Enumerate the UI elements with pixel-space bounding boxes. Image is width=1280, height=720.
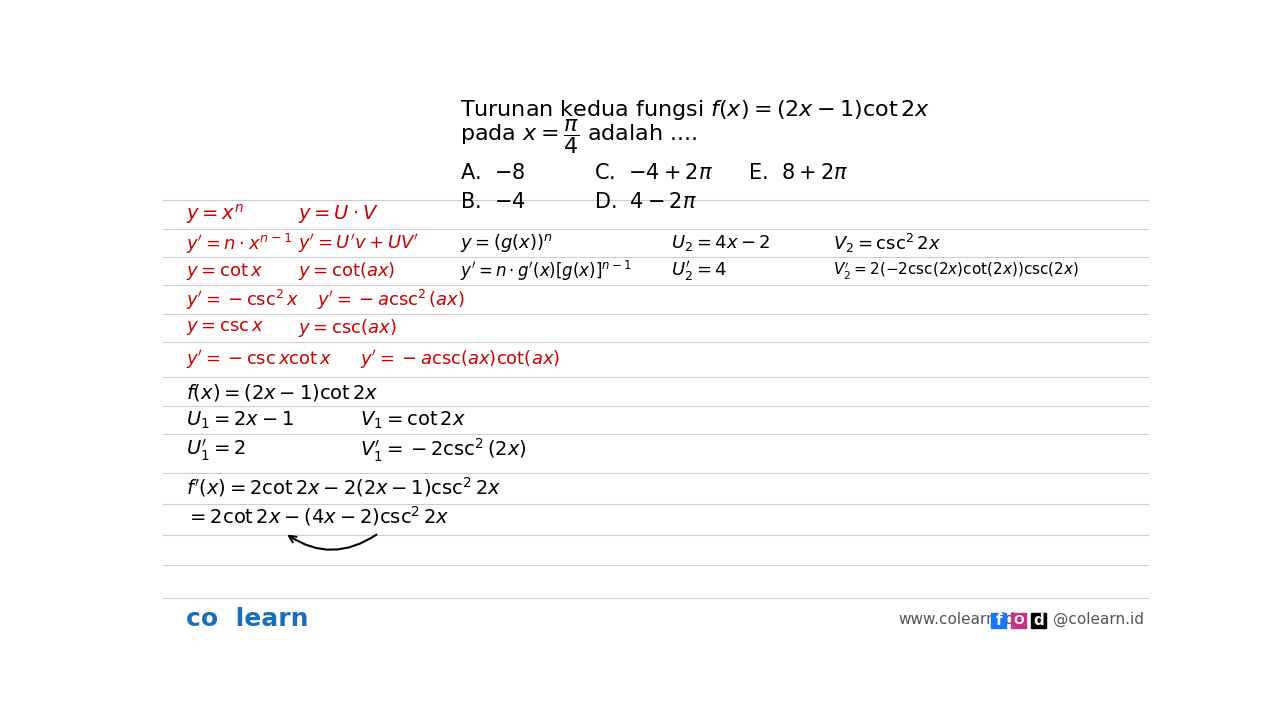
Text: B.  $-4$: B. $-4$ — [460, 192, 526, 212]
Text: $V_1 = \cot 2x$: $V_1 = \cot 2x$ — [360, 410, 466, 431]
Text: f: f — [996, 613, 1002, 629]
Text: co  learn: co learn — [187, 607, 308, 631]
Text: $V_1' = -2\csc^2(2x)$: $V_1' = -2\csc^2(2x)$ — [360, 436, 526, 464]
Text: Turunan kedua fungsi $f(x) = (2x-1)\cot 2x$: Turunan kedua fungsi $f(x) = (2x-1)\cot … — [460, 97, 929, 122]
Text: pada $x = \dfrac{\pi}{4}$ adalah ....: pada $x = \dfrac{\pi}{4}$ adalah .... — [460, 117, 696, 156]
Text: D.  $4 - 2\pi$: D. $4 - 2\pi$ — [594, 192, 698, 212]
Text: $U_2 = 4x - 2$: $U_2 = 4x - 2$ — [672, 233, 771, 253]
Text: $U_1' = 2$: $U_1' = 2$ — [187, 437, 246, 462]
Text: $y' = -\csc x \cot x$: $y' = -\csc x \cot x$ — [187, 348, 333, 372]
Text: $= 2\cot 2x - (4x-2)\csc^2 2x$: $= 2\cot 2x - (4x-2)\csc^2 2x$ — [187, 504, 449, 528]
Text: $y = (g(x))^n$: $y = (g(x))^n$ — [460, 233, 553, 254]
Text: $U_1 = 2x - 1$: $U_1 = 2x - 1$ — [187, 410, 294, 431]
Text: www.colearn.id: www.colearn.id — [899, 612, 1015, 626]
Text: $f'(x) = 2\cot 2x - 2(2x-1)\csc^2 2x$: $f'(x) = 2\cot 2x - 2(2x-1)\csc^2 2x$ — [187, 475, 502, 499]
Text: $y = \csc x$: $y = \csc x$ — [187, 319, 265, 337]
Text: $V_2' = 2(-2\csc(2x)\cot(2x))\csc(2x)$: $V_2' = 2(-2\csc(2x)\cot(2x))\csc(2x)$ — [833, 261, 1079, 282]
Text: @colearn.id: @colearn.id — [1052, 611, 1143, 627]
Text: $y' = U'v + UV'$: $y' = U'v + UV'$ — [298, 232, 419, 255]
Text: $y = x^n$: $y = x^n$ — [187, 202, 244, 226]
FancyArrowPatch shape — [289, 534, 376, 550]
Text: $y = U \cdot V$: $y = U \cdot V$ — [298, 203, 379, 225]
Text: $y' = n \cdot g'(x)[g(x)]^{n-1}$: $y' = n \cdot g'(x)[g(x)]^{n-1}$ — [460, 259, 631, 283]
Bar — [1011, 613, 1027, 629]
Bar — [991, 613, 1006, 629]
Text: $y = \csc(ax)$: $y = \csc(ax)$ — [298, 318, 397, 339]
Text: $f(x) = (2x-1)\cot 2x$: $f(x) = (2x-1)\cot 2x$ — [187, 382, 379, 402]
Text: E.  $8 + 2\pi$: E. $8 + 2\pi$ — [749, 163, 849, 183]
Text: C.  $-4 + 2\pi$: C. $-4 + 2\pi$ — [594, 163, 713, 183]
Bar — [1030, 613, 1046, 629]
Text: A.  $-8$: A. $-8$ — [460, 163, 525, 183]
Text: O: O — [1014, 614, 1024, 627]
Text: $y' = n \cdot x^{n-1}$: $y' = n \cdot x^{n-1}$ — [187, 231, 292, 256]
Text: d: d — [1033, 613, 1044, 629]
Text: $y' = -a\csc(ax)\cot(ax)$: $y' = -a\csc(ax)\cot(ax)$ — [360, 348, 559, 372]
Text: $y' = -\csc^2 x$: $y' = -\csc^2 x$ — [187, 287, 300, 312]
Text: $y = \cot x$: $y = \cot x$ — [187, 261, 264, 282]
Text: $y' = -a\csc^2(ax)$: $y' = -a\csc^2(ax)$ — [317, 287, 465, 312]
Text: $U_2' = 4$: $U_2' = 4$ — [672, 259, 727, 283]
Text: $y = \cot(ax)$: $y = \cot(ax)$ — [298, 260, 396, 282]
Text: $V_2 = \csc^2 2x$: $V_2 = \csc^2 2x$ — [833, 232, 941, 255]
